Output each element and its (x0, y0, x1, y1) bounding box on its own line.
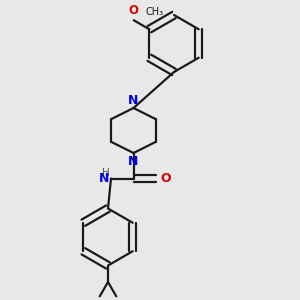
Text: O: O (129, 4, 139, 17)
Text: N: N (128, 154, 139, 167)
Text: H: H (102, 168, 110, 178)
Text: O: O (160, 172, 171, 185)
Text: CH₃: CH₃ (146, 7, 164, 16)
Text: N: N (99, 172, 110, 185)
Text: N: N (128, 94, 139, 106)
